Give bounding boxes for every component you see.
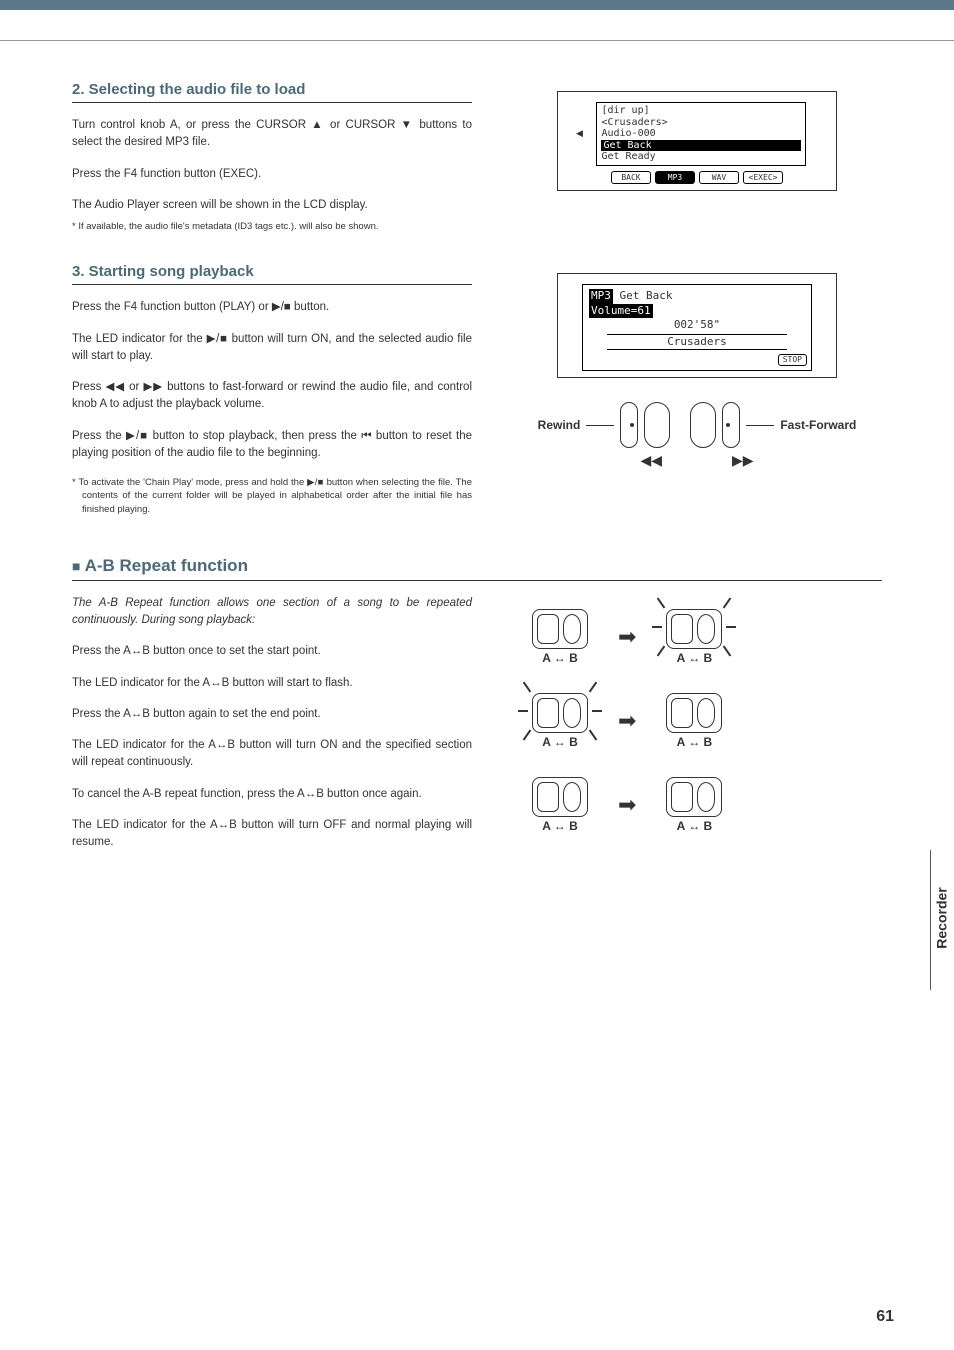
play-button-left — [644, 402, 670, 448]
lcd1-back-button: BACK — [611, 171, 651, 184]
ab-pedal-3a: A ↔ B — [532, 777, 588, 833]
lcd2-volume: Volume=61 — [589, 304, 653, 318]
ab-label-1a: A ↔ B — [542, 651, 578, 665]
lcd-screen-2: MP3 Get Back Volume=61 002'58" Crusaders… — [582, 284, 812, 371]
ab-pedal-2b: A ↔ B — [666, 693, 722, 749]
arrow-icon-1: ➡ — [618, 624, 636, 650]
rewind-label: Rewind — [538, 418, 581, 432]
play-button-right — [690, 402, 716, 448]
arrow-icon-3: ➡ — [618, 792, 636, 818]
ab-square-icon: ■ — [72, 558, 80, 574]
sec2-title: 2. Selecting the audio file to load — [72, 81, 472, 103]
lcd1-l4: Get Back — [601, 140, 801, 152]
sec2-p1: Turn control knob A, or press the CURSOR… — [72, 117, 472, 152]
ab-label-2a: A ↔ B — [542, 735, 578, 749]
ab-p5: To cancel the A-B repeat function, press… — [72, 786, 472, 803]
ff-button — [722, 402, 740, 448]
side-tab: Recorder — [930, 850, 954, 990]
lcd-frame-2: MP3 Get Back Volume=61 002'58" Crusaders… — [557, 273, 837, 378]
ab-title: ■ A-B Repeat function — [72, 556, 882, 581]
rewind-icon: ◀◀ — [640, 452, 662, 469]
ab-p3: Press the A↔B button again to set the en… — [72, 706, 472, 723]
ab-pedal-1b: A ↔ B — [666, 609, 722, 665]
lcd-frame-1: ◀ [dir up] <Crusaders> Audio-000 Get Bac… — [557, 91, 837, 191]
cursor-left-icon: ◀ — [576, 128, 583, 139]
sec3-note: * To activate the 'Chain Play' mode, pre… — [72, 476, 472, 516]
sec3-p2: The LED indicator for the ▶/■ button wil… — [72, 331, 472, 366]
ab-pedal-1a: A ↔ B — [532, 609, 588, 665]
ab-label-2b: A ↔ B — [677, 735, 713, 749]
rewind-button — [620, 402, 638, 448]
ab-pedal-3b: A ↔ B — [666, 777, 722, 833]
ab-p2: The LED indicator for the A↔B button wil… — [72, 675, 472, 692]
lcd1-l3: Audio-000 — [597, 128, 805, 140]
sec3-title: 3. Starting song playback — [72, 263, 472, 285]
sec2-p3: The Audio Player screen will be shown in… — [72, 197, 472, 214]
ab-p4: The LED indicator for the A↔B button wil… — [72, 737, 472, 772]
lcd1-l5: Get Ready — [597, 151, 805, 163]
header-bar — [0, 0, 954, 10]
lcd1-l2: <Crusaders> — [597, 117, 805, 129]
ab-row-2: A ↔ B ➡ A ↔ B — [532, 693, 722, 749]
lcd2-badge: MP3 — [589, 289, 613, 303]
transport-diagram: Rewind Fast-Forward — [538, 402, 857, 448]
ab-title-text: A-B Repeat function — [85, 556, 248, 575]
arrow-icon-2: ➡ — [618, 708, 636, 734]
lcd-screen-1: [dir up] <Crusaders> Audio-000 Get Back … — [596, 102, 806, 166]
page-number: 61 — [876, 1308, 894, 1326]
sec3-p1: Press the F4 function button (PLAY) or ▶… — [72, 299, 472, 316]
ab-row-1: A ↔ B ➡ A ↔ B — [532, 609, 722, 665]
ab-label-3b: A ↔ B — [677, 819, 713, 833]
ab-label-3a: A ↔ B — [542, 819, 578, 833]
lcd1-exec-button: <EXEC> — [743, 171, 783, 184]
transport-glyphs: ◀◀ ▶▶ — [512, 452, 882, 469]
ff-label: Fast-Forward — [780, 418, 856, 432]
ab-intro: The A-B Repeat function allows one secti… — [72, 595, 472, 630]
sec2-note: * If available, the audio file's metadat… — [72, 220, 472, 233]
ab-p1: Press the A↔B button once to set the sta… — [72, 643, 472, 660]
side-tab-label: Recorder — [934, 887, 950, 948]
sec3-p3: Press ◀◀ or ▶▶ buttons to fast-forward o… — [72, 379, 472, 414]
lcd2-stop-button: STOP — [778, 354, 807, 366]
lcd1-wav-button: WAV — [699, 171, 739, 184]
lcd2-title: Get Back — [620, 289, 673, 302]
ab-label-1b: A ↔ B — [677, 651, 713, 665]
ab-row-3: A ↔ B ➡ A ↔ B — [532, 777, 722, 833]
lcd1-l1: [dir up] — [597, 105, 805, 117]
sec3-p4: Press the ▶/■ button to stop playback, t… — [72, 428, 472, 463]
sec2-p2: Press the F4 function button (EXEC). — [72, 166, 472, 183]
ab-pedal-2a: A ↔ B — [532, 693, 588, 749]
ab-p6: The LED indicator for the A↔B button wil… — [72, 817, 472, 852]
lcd2-time: 002'58" — [589, 318, 805, 332]
lcd1-mp3-button: MP3 — [655, 171, 695, 184]
lcd2-artist: Crusaders — [607, 334, 787, 350]
fast-forward-icon: ▶▶ — [732, 452, 754, 469]
